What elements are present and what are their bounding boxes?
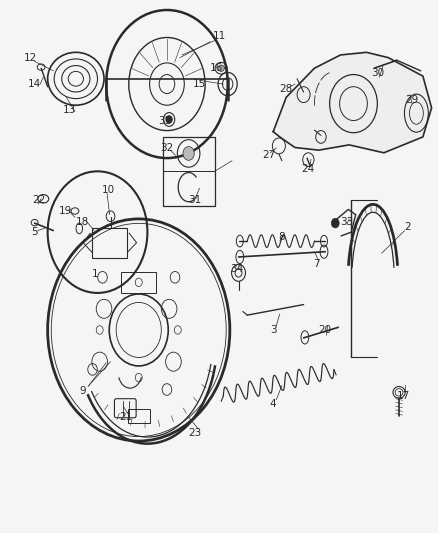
Text: 31: 31 <box>188 196 202 205</box>
Text: 23: 23 <box>188 428 202 438</box>
Text: 18: 18 <box>76 216 89 227</box>
Text: 32: 32 <box>160 142 173 152</box>
Circle shape <box>332 219 339 228</box>
Text: 11: 11 <box>212 31 226 42</box>
Text: 28: 28 <box>279 84 293 94</box>
Text: 17: 17 <box>397 391 410 401</box>
Bar <box>92 228 127 257</box>
Text: 21: 21 <box>119 412 132 422</box>
Circle shape <box>183 147 194 160</box>
Text: 16: 16 <box>210 63 223 73</box>
Text: 27: 27 <box>262 150 276 160</box>
Text: 24: 24 <box>301 164 314 174</box>
Text: 20: 20 <box>319 325 332 335</box>
Circle shape <box>166 116 172 123</box>
Text: 35: 35 <box>158 116 171 126</box>
Text: 12: 12 <box>24 53 37 62</box>
Text: 13: 13 <box>63 106 76 116</box>
Text: 15: 15 <box>193 79 206 89</box>
Text: 19: 19 <box>58 206 72 216</box>
Text: 7: 7 <box>313 259 320 269</box>
Text: 3: 3 <box>270 325 276 335</box>
Text: 1: 1 <box>92 270 99 279</box>
Bar <box>162 137 215 206</box>
Text: 30: 30 <box>371 68 384 78</box>
Text: 9: 9 <box>79 386 86 396</box>
Text: 22: 22 <box>32 196 46 205</box>
Text: 34: 34 <box>230 264 243 274</box>
Text: 4: 4 <box>270 399 276 409</box>
Text: 29: 29 <box>406 95 419 105</box>
Text: 33: 33 <box>340 216 353 227</box>
Text: 10: 10 <box>102 185 115 195</box>
Text: 5: 5 <box>31 227 38 237</box>
Bar <box>128 409 150 423</box>
Bar <box>121 272 156 293</box>
Text: 14: 14 <box>28 79 41 89</box>
Polygon shape <box>273 52 431 153</box>
Text: 2: 2 <box>404 222 411 232</box>
Text: 8: 8 <box>279 232 285 243</box>
Ellipse shape <box>218 65 224 71</box>
